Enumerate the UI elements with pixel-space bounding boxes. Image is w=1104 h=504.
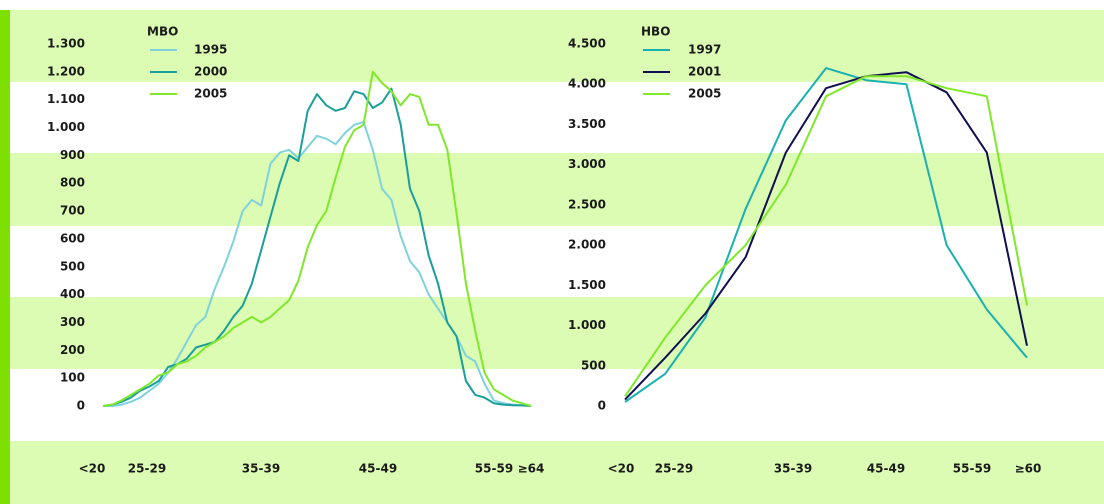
x-tick-label: 55-59 bbox=[475, 462, 513, 476]
legend-label: 2001 bbox=[688, 65, 721, 79]
legend-label: 1995 bbox=[194, 43, 227, 57]
background-band bbox=[0, 441, 1104, 504]
y-tick-label: 200 bbox=[60, 343, 85, 357]
x-tick-label: ≥64 bbox=[518, 462, 545, 476]
x-tick-label: 55-59 bbox=[953, 462, 991, 476]
series-line bbox=[624, 75, 1028, 397]
legend-label: 2005 bbox=[194, 87, 227, 101]
y-tick-label: 600 bbox=[60, 231, 85, 245]
y-tick-label: 4.000 bbox=[568, 77, 606, 91]
x-tick-label: 35-39 bbox=[242, 462, 280, 476]
x-tick-label: 25-29 bbox=[655, 462, 693, 476]
y-tick-label: 2.000 bbox=[568, 238, 606, 252]
x-tick-label: <20 bbox=[608, 462, 635, 476]
y-tick-label: 1.000 bbox=[47, 120, 85, 134]
y-tick-label: 700 bbox=[60, 204, 85, 218]
series-line bbox=[102, 70, 532, 407]
y-tick-label: 1.500 bbox=[568, 278, 606, 292]
y-tick-label: 4.500 bbox=[568, 37, 606, 51]
series-line bbox=[624, 67, 1028, 403]
y-tick-label: 0 bbox=[598, 399, 606, 413]
y-tick-label: 0 bbox=[77, 399, 85, 413]
background-band bbox=[0, 10, 1104, 82]
y-tick-label: 1.200 bbox=[47, 64, 85, 78]
x-tick-label: 25-29 bbox=[128, 462, 166, 476]
series-line bbox=[102, 87, 532, 407]
x-tick-label: 45-49 bbox=[867, 462, 905, 476]
x-tick-label: ≥60 bbox=[1015, 462, 1042, 476]
y-tick-label: 1.000 bbox=[568, 318, 606, 332]
y-tick-label: 1.100 bbox=[47, 92, 85, 106]
legend-label: 1997 bbox=[688, 43, 721, 57]
x-tick-label: <20 bbox=[79, 462, 106, 476]
background-band bbox=[0, 153, 1104, 226]
y-tick-label: 300 bbox=[60, 315, 85, 329]
x-tick-label: 35-39 bbox=[774, 462, 812, 476]
accent-bar bbox=[0, 10, 10, 504]
chart-title: MBO bbox=[147, 25, 178, 39]
y-tick-label: 3.500 bbox=[568, 117, 606, 131]
x-tick-label: 45-49 bbox=[359, 462, 397, 476]
y-tick-label: 100 bbox=[60, 371, 85, 385]
y-tick-label: 2.500 bbox=[568, 197, 606, 211]
y-tick-label: 500 bbox=[60, 259, 85, 273]
y-tick-label: 900 bbox=[60, 148, 85, 162]
background-band bbox=[0, 297, 1104, 369]
legend-label: 2000 bbox=[194, 65, 227, 79]
y-tick-label: 3.000 bbox=[568, 157, 606, 171]
y-tick-label: 400 bbox=[60, 287, 85, 301]
y-tick-label: 800 bbox=[60, 176, 85, 190]
chart-title: HBO bbox=[641, 25, 670, 39]
legend-label: 2005 bbox=[688, 87, 721, 101]
series-line bbox=[103, 121, 532, 407]
y-tick-label: 1.300 bbox=[47, 37, 85, 51]
y-tick-label: 500 bbox=[581, 358, 606, 372]
series-line bbox=[624, 71, 1028, 401]
